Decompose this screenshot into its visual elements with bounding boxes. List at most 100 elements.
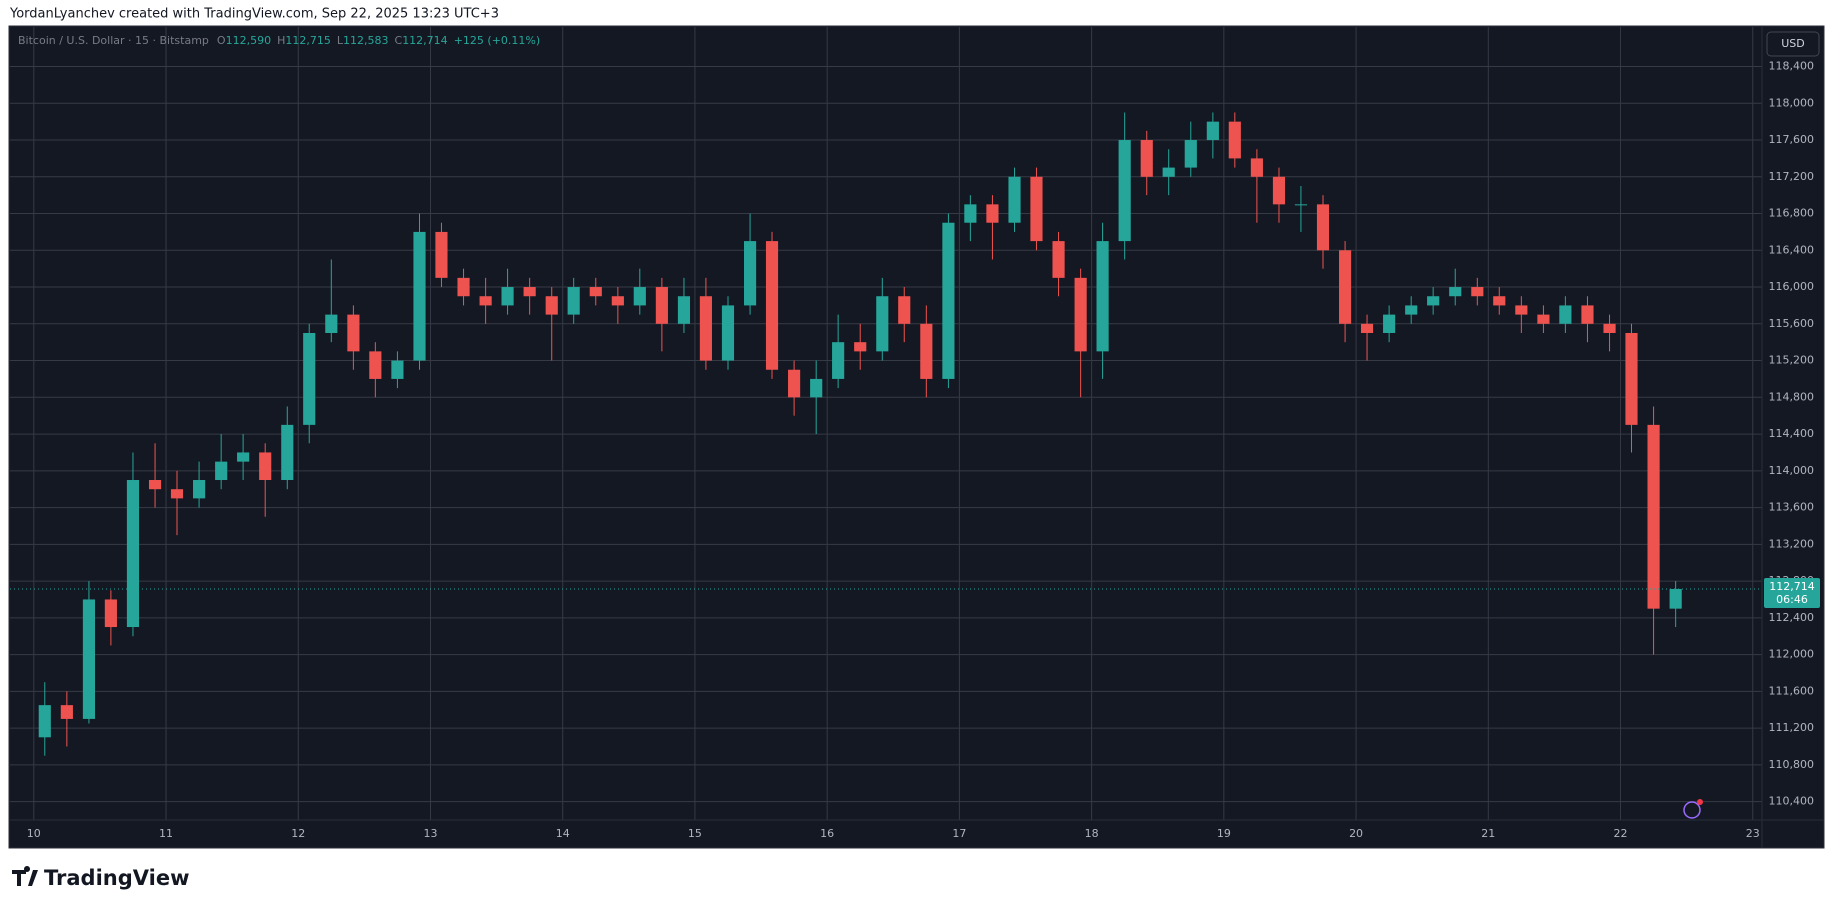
legend-value: 112,714 xyxy=(402,34,448,47)
candle-body xyxy=(1405,305,1418,315)
candle-body xyxy=(413,231,426,361)
header: YordanLyanchev created with TradingView.… xyxy=(9,7,499,22)
candle-body xyxy=(369,351,382,379)
candle-body xyxy=(1074,277,1087,352)
candle-body xyxy=(1030,176,1043,242)
candle-body xyxy=(1272,176,1286,205)
candle-body xyxy=(1008,176,1021,223)
candle-body xyxy=(810,378,823,398)
candle-body xyxy=(281,424,294,481)
y-tick-label: 113,200 xyxy=(1769,537,1815,550)
candle-body xyxy=(920,323,933,379)
candle-body xyxy=(1493,296,1506,306)
candle-body xyxy=(964,204,977,223)
candle-body xyxy=(1581,305,1594,324)
candle-body xyxy=(1228,121,1241,159)
candle-body xyxy=(1383,314,1396,333)
candle-body xyxy=(215,461,228,481)
x-tick-label: 12 xyxy=(291,827,305,840)
y-tick-label: 111,600 xyxy=(1769,684,1815,697)
legend-key: L xyxy=(337,34,344,47)
candle-body xyxy=(479,296,492,306)
y-tick-label: 111,200 xyxy=(1769,721,1815,734)
x-tick-label: 23 xyxy=(1746,827,1760,840)
countdown: 06:46 xyxy=(1776,593,1808,606)
candle-body xyxy=(1427,296,1440,306)
candle-body xyxy=(1294,204,1307,206)
candle-body xyxy=(170,489,184,499)
candle-body xyxy=(325,314,338,333)
candle-body xyxy=(1339,250,1352,324)
x-tick-label: 11 xyxy=(159,827,173,840)
candle-body xyxy=(545,296,558,315)
candle-body xyxy=(832,342,845,379)
legend: Bitcoin / U.S. Dollar · 15 · Bitstamp O11… xyxy=(18,34,540,47)
y-tick-label: 116,800 xyxy=(1769,207,1815,220)
assistant-icon xyxy=(1683,801,1701,819)
candle-body xyxy=(1537,314,1550,324)
y-tick-label: 116,000 xyxy=(1769,280,1815,293)
legend-key: O xyxy=(217,34,226,47)
y-tick-label: 117,200 xyxy=(1769,170,1815,183)
legend-change: +125 (+0.11%) xyxy=(454,34,540,47)
x-tick-label: 17 xyxy=(952,827,966,840)
candle-body xyxy=(38,705,51,738)
candle-body xyxy=(60,705,73,719)
y-tick-label: 110,800 xyxy=(1769,758,1815,771)
candle-body xyxy=(1316,204,1330,251)
y-tick-label: 117,600 xyxy=(1769,133,1815,146)
currency-button xyxy=(1766,31,1820,57)
x-tick-label: 13 xyxy=(423,827,437,840)
candle-body xyxy=(721,305,735,361)
candle-body xyxy=(347,314,360,352)
candle-body xyxy=(148,480,162,490)
candle-body xyxy=(854,342,867,352)
brand: TradingView xyxy=(44,866,189,890)
candle-body xyxy=(1515,305,1528,315)
candle-body xyxy=(303,332,316,425)
candle-body xyxy=(876,296,889,352)
x-tick-label: 16 xyxy=(820,827,834,840)
candle-body xyxy=(193,480,206,499)
candle-body xyxy=(126,480,140,628)
candle-body xyxy=(259,452,272,481)
candle-body xyxy=(1471,287,1484,297)
legend-value: 112,715 xyxy=(285,34,331,47)
candle-body xyxy=(1140,140,1153,177)
brand-logo: TradingView xyxy=(12,866,189,890)
y-tick-label: 112,400 xyxy=(1769,611,1815,624)
candle-body xyxy=(1647,424,1660,609)
candle-body xyxy=(1096,241,1109,352)
candle-body xyxy=(523,287,536,297)
y-tick-label: 112,000 xyxy=(1769,648,1815,661)
candle-body xyxy=(1603,323,1616,333)
candle-body xyxy=(589,287,602,297)
candle-body xyxy=(788,369,801,398)
candle-body xyxy=(567,287,580,315)
candle-body xyxy=(457,277,470,297)
legend-key: C xyxy=(395,34,403,47)
last-price-label: 112,714 xyxy=(1769,580,1815,593)
x-tick-label: 18 xyxy=(1085,827,1099,840)
y-tick-label: 113,600 xyxy=(1769,501,1815,514)
candle-body xyxy=(986,204,999,223)
candle-body xyxy=(1184,140,1197,168)
assistant-dot xyxy=(1697,799,1703,805)
candle-body xyxy=(391,360,404,379)
y-tick-label: 114,400 xyxy=(1769,427,1815,440)
candle-body xyxy=(104,599,117,628)
y-tick-label: 115,600 xyxy=(1769,317,1815,330)
candle-body xyxy=(699,296,712,361)
candle-body xyxy=(611,296,624,306)
candle-body xyxy=(501,287,514,306)
y-tick-label: 118,400 xyxy=(1769,60,1815,73)
x-tick-label: 22 xyxy=(1614,827,1628,840)
x-tick-label: 20 xyxy=(1349,827,1363,840)
chart-panel xyxy=(8,25,1825,849)
candle-body xyxy=(1559,305,1572,324)
candle-body xyxy=(1052,241,1065,278)
candle-body xyxy=(898,296,911,324)
x-tick-label: 15 xyxy=(688,827,702,840)
